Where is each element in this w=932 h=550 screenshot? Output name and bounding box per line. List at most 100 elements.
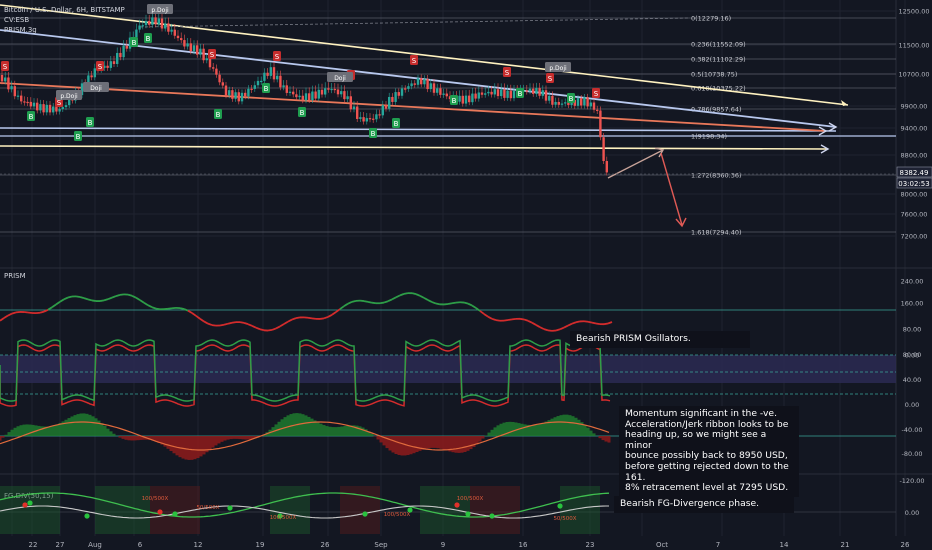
candle-body [186,43,189,47]
annotation-momentum[interactable]: Momentum significant in the -ve. Acceler… [619,406,799,497]
candle-body [141,25,144,27]
fg-dot[interactable] [27,500,33,506]
buy-signal-label[interactable]: B [516,88,524,98]
doji-label[interactable]: p.Doji [545,62,571,72]
indicator-legend-2[interactable]: PRISM.3g [4,26,37,34]
prism-pane[interactable]: PRISM [0,272,896,332]
doji-label[interactable]: Doji [327,72,353,82]
y-tick-label: 11500.00 [898,42,929,50]
buy-signal-label[interactable]: B [86,117,94,127]
fg-line-fast [0,492,610,518]
indicator-legend-1[interactable]: CV:ESB [4,16,30,24]
fg-dot[interactable] [557,503,563,509]
buy-signal-label[interactable]: B [298,107,306,117]
annotation-prism[interactable]: Bearish PRISM Osillators. [570,331,750,348]
support-line-blue[interactable] [0,127,837,132]
buy-signal-label[interactable]: B [392,118,400,128]
price-pane[interactable]: 0(12279.16) 0.236(11552.09) 0.382(11102.29… [0,4,896,237]
candle-body [391,96,394,102]
price-axis[interactable]: 12500.00 11500.00 10700.00 9900.00 9400.00 88… [896,8,932,518]
sell-signal-label[interactable]: S [503,67,511,77]
sell-signal-label[interactable]: S [1,61,9,71]
candle-body [151,17,154,25]
buy-signal-label[interactable]: B [450,95,458,105]
buy-signal-label[interactable]: B [214,109,222,119]
fg-dot[interactable] [22,502,28,508]
candle-body [87,75,90,87]
y-tick-label: 9900.00 [901,103,928,111]
candle-body [218,74,221,83]
candle-body [599,110,602,138]
doji-label[interactable]: p.Doji [56,90,82,100]
buy-signal-label[interactable]: B [262,83,270,93]
sell-signal-label[interactable]: S [592,88,600,98]
fg-dot[interactable] [362,511,368,517]
ribbon-pane[interactable] [0,339,896,407]
countdown-value: 03:02:53 [898,180,929,188]
fg-dot[interactable] [157,509,163,515]
candle-body [106,65,109,68]
fg-dot[interactable] [454,502,460,508]
countdown-tag[interactable] [896,177,932,189]
prism-line-segment [47,306,53,311]
candle-body [490,91,493,95]
fg-dot[interactable] [172,511,178,517]
sell-signal-label[interactable]: S [410,55,418,65]
doji-text: Doji [90,85,102,92]
candles[interactable] [0,11,608,176]
momentum-pane[interactable] [0,413,896,460]
prism-line-segment [399,293,405,297]
candle-body [384,105,388,109]
candle-body [183,40,186,47]
buy-signal-label[interactable]: B [130,37,138,47]
buy-signal-label[interactable]: B [144,33,152,43]
candle-body [474,93,477,99]
doji-label[interactable]: Doji [83,82,109,92]
prism-line-segment [379,301,385,305]
annotation-fg[interactable]: Bearish FG-Divergence phase. [614,496,794,513]
fib-level-label: 0.786(9857.64) [691,106,742,114]
projection-up[interactable] [607,149,664,179]
buy-signal-label[interactable]: B [74,131,82,141]
candle-body [500,89,503,97]
sell-signal-label[interactable]: S [273,51,281,61]
buy-signal-label[interactable]: B [369,128,377,138]
fg-dot[interactable] [277,513,283,519]
fg-marker-label: 50/500X [196,505,219,511]
prism-line-segment [59,298,65,303]
prism-line-segment [591,321,597,325]
fg-dot[interactable] [227,505,233,511]
sell-signal-label[interactable]: S [208,49,216,59]
fg-divergence-pane[interactable]: FG.DIV(50,15) 100/500X 50/500X 100/500X 100/… [0,486,896,534]
prism-line-segment [199,318,205,323]
fg-dot[interactable] [84,513,90,519]
buy-signal-text: B [300,109,305,117]
candle-body [279,75,282,88]
support-line-yellow[interactable] [0,145,829,150]
candle-body [234,92,237,99]
trendline-upper[interactable] [0,4,849,106]
buy-marker [86,117,94,127]
doji-text: p.Doji [151,7,169,14]
fg-dot[interactable] [465,511,471,517]
fg-dot[interactable] [489,513,495,519]
trendline-orange[interactable] [0,82,827,132]
buy-signal-text: B [569,95,574,103]
sell-signal-label[interactable]: S [96,61,104,71]
projection-down[interactable] [660,152,683,226]
buy-marker [369,128,377,138]
doji-label[interactable]: p.Doji [147,4,173,14]
sell-marker [546,73,554,83]
last-price-tag[interactable] [896,166,932,178]
fg-dot[interactable] [407,507,413,513]
buy-signal-label[interactable]: B [27,111,35,121]
time-axis[interactable]: 22 27 Aug 6 12 19 26 Sep 9 16 23 Oct 7 14 21 26 [0,536,932,550]
candle-body [426,79,429,90]
arrow-head [841,100,848,106]
symbol-title: Bitcoin / U.S. Dollar, 6H, BITSTAMP [4,6,125,14]
buy-signal-label[interactable]: B [567,93,575,103]
sell-signal-label[interactable]: S [546,73,554,83]
prism-line-segment [219,323,225,327]
y-tick-label: 8000.00 [901,191,928,199]
